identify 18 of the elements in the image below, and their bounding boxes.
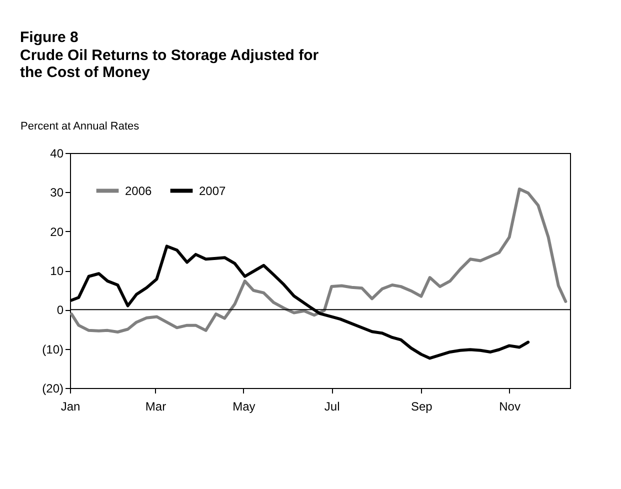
legend-label: 2007 — [199, 184, 226, 198]
x-tick-label: Nov — [499, 400, 520, 414]
y-tick-label: 30 — [50, 186, 64, 200]
x-tick-label: Mar — [145, 400, 166, 414]
y-tick-label: 0 — [56, 303, 64, 318]
y-tick-label: (10) — [42, 342, 64, 356]
x-tick-label: Jul — [324, 400, 340, 414]
y-tick-label: 10 — [50, 264, 64, 278]
y-tick-label: (20) — [42, 382, 64, 396]
x-tick-label: May — [232, 400, 256, 414]
y-tick-label: 20 — [50, 224, 64, 239]
chart-subtitle: Crude Oil Returns to Storage Adjusted for the Cost of Money — [20, 47, 319, 81]
chart-title: Figure 8 — [20, 29, 78, 46]
y-axis-title: Percent at Annual Rates — [20, 120, 140, 132]
legend-label: 2006 — [125, 184, 152, 198]
y-tick-label: 40 — [50, 146, 64, 160]
x-tick-label: Sep — [410, 400, 433, 414]
x-tick-label: Jan — [60, 400, 80, 414]
